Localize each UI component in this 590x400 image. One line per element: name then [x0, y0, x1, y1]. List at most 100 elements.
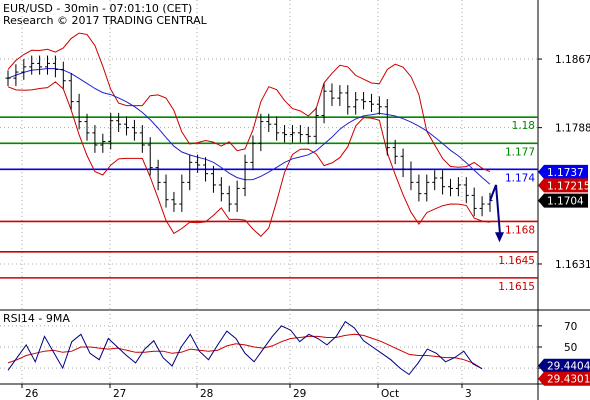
price-bar-36 — [289, 125, 295, 143]
price-bar-6 — [52, 55, 58, 78]
price-bar-54 — [432, 170, 438, 191]
bollinger-upper — [7, 32, 491, 173]
price-bar-39 — [313, 107, 319, 145]
price-bar-45 — [361, 92, 367, 110]
price-bar-13 — [108, 112, 114, 150]
price-bar-43 — [345, 85, 351, 115]
price-bar-49 — [392, 139, 398, 165]
rsi-lines — [7, 320, 483, 376]
price-bar-14 — [116, 112, 122, 132]
price-bar-2 — [21, 59, 27, 80]
price-bars — [5, 55, 493, 217]
price-bar-53 — [424, 174, 430, 202]
price-bar-40 — [321, 83, 327, 124]
price-bar-51 — [408, 161, 414, 191]
rsi-line — [7, 320, 483, 376]
price-bar-18 — [147, 137, 153, 176]
price-tag-0: 1.1737 — [538, 164, 588, 179]
price-bar-50 — [400, 148, 406, 178]
price-bar-42 — [337, 85, 343, 106]
price-bar-27 — [218, 177, 224, 202]
projection-arrowhead — [495, 232, 504, 243]
price-bar-35 — [282, 125, 288, 143]
price-bar-3 — [29, 55, 35, 75]
chart-copyright: Research © 2017 TRADING CENTRAL — [3, 14, 208, 27]
price-tick-label-2: 1.1631 — [555, 259, 590, 271]
price-tag-bg-1 — [538, 178, 588, 193]
bollinger-lower — [7, 81, 491, 238]
price-bar-1 — [13, 64, 19, 86]
price-bar-34 — [274, 116, 280, 141]
price-bar-41 — [329, 83, 335, 106]
price-bar-60 — [479, 196, 485, 217]
level-label-5: 1.1615 — [498, 281, 535, 293]
price-bar-19 — [155, 159, 161, 191]
price-bar-26 — [210, 165, 216, 193]
price-bar-28 — [226, 185, 232, 212]
price-tag-bg-2 — [538, 193, 588, 208]
price-bar-12 — [100, 133, 106, 153]
price-bar-52 — [416, 174, 422, 202]
price-bar-31 — [250, 135, 256, 171]
price-bar-5 — [45, 55, 51, 75]
price-tag-1: 1.17215 — [538, 178, 590, 193]
time-tick-label-5: 3 — [465, 388, 472, 400]
price-bar-38 — [305, 126, 311, 145]
price-bar-8 — [68, 72, 74, 110]
price-bar-11 — [92, 125, 98, 153]
price-tick-label-1: 1.1788 — [555, 123, 590, 135]
rsi-tag-label-0: 29.4404 — [547, 361, 590, 373]
rsi-tag-1: 29.4301 — [538, 371, 590, 386]
price-bar-15 — [124, 116, 130, 136]
time-tick-label-1: 27 — [113, 388, 126, 400]
moving-average-line — [7, 67, 491, 185]
price-bar-57 — [455, 177, 461, 197]
time-axis-ticks: 26 27 28 29 Oct 3 — [21, 384, 472, 400]
price-bar-58 — [463, 177, 469, 204]
price-bar-21 — [171, 191, 177, 212]
time-tick-label-4: Oct — [381, 388, 399, 400]
price-bar-22 — [179, 174, 185, 212]
price-tag-label-0: 1.1737 — [547, 167, 584, 179]
bollinger-bands — [7, 32, 491, 238]
level-lines: 1.18 1.177 1.174 1.168 1.1645 1.1615 — [0, 116, 538, 293]
price-bar-56 — [447, 178, 453, 197]
price-tick-label-0: 1.1867 — [555, 54, 590, 66]
rsi-tag-bg-0 — [538, 358, 590, 373]
price-bar-55 — [440, 170, 446, 195]
price-bar-24 — [195, 154, 201, 173]
rsi-tick-label-1: 50 — [564, 342, 577, 354]
price-bar-30 — [242, 154, 248, 197]
price-bar-47 — [376, 96, 382, 115]
price-bar-25 — [203, 157, 209, 182]
price-bar-33 — [266, 113, 272, 132]
price-bar-20 — [163, 174, 169, 208]
price-bar-59 — [471, 187, 477, 217]
price-bar-46 — [368, 93, 374, 113]
price-bar-4 — [37, 55, 43, 75]
rsi-tag-label-1: 29.4301 — [547, 374, 590, 386]
projection-path — [489, 184, 501, 235]
price-bar-48 — [384, 98, 390, 156]
price-tag-label-1: 1.17215 — [547, 180, 590, 192]
projection-arrow — [489, 184, 504, 243]
price-tag-2: 1.1704 — [538, 193, 588, 208]
price-bar-10 — [84, 113, 90, 141]
price-axis-ticks: 1.1867 1.1788 1.1631 — [538, 54, 590, 271]
time-tick-label-2: 28 — [200, 388, 213, 400]
rsi-label: RSI14 - 9MA — [3, 312, 70, 325]
price-bar-23 — [187, 154, 193, 191]
time-tick-label-3: 29 — [293, 388, 306, 400]
moving-average — [7, 67, 491, 185]
time-tick-label-0: 26 — [25, 388, 39, 400]
price-bar-29 — [234, 180, 240, 212]
level-label-0: 1.18 — [512, 120, 535, 132]
level-label-4: 1.1645 — [498, 255, 535, 267]
chart-title: EUR/USD - 30min - 07:01:10 (CET) — [3, 2, 192, 15]
rsi-tick-label-0: 70 — [564, 321, 577, 333]
price-tag-label-2: 1.1704 — [547, 196, 584, 208]
price-bar-32 — [258, 113, 264, 152]
